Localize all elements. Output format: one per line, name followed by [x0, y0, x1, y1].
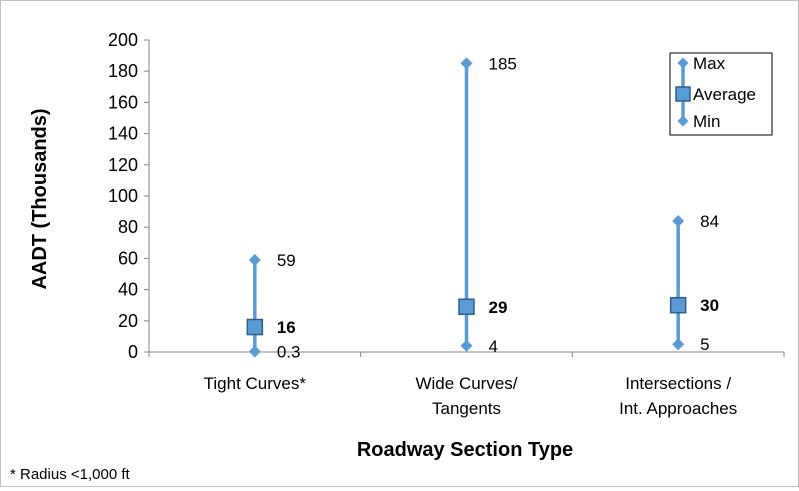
legend-entry-min: Min: [693, 112, 720, 131]
average-data-label: 16: [277, 318, 296, 337]
min-data-label: 0.3: [277, 343, 301, 362]
y-tick-label: 200: [108, 30, 138, 50]
x-axis-title: Roadway Section Type: [357, 439, 573, 461]
average-point: [246, 318, 264, 336]
y-tick-label: 120: [108, 155, 138, 175]
legend: Max Average Min: [669, 52, 773, 136]
average-data-label: 29: [489, 298, 508, 317]
max-point: [460, 57, 473, 70]
y-tick-label: 20: [118, 311, 138, 331]
average-data-label: 30: [700, 296, 719, 315]
y-tick-label: 160: [108, 92, 138, 112]
x-category-label: Tangents: [432, 399, 501, 418]
average-point: [458, 298, 475, 316]
footnote: * Radius <1,000 ft: [10, 466, 130, 483]
x-category-label: Wide Curves/: [415, 374, 517, 393]
y-tick-label: 40: [118, 280, 138, 300]
data-marks: 59 16 0.3 185 29 4 84 30 5: [246, 54, 719, 362]
x-category-label: Tight Curves*: [204, 374, 307, 393]
y-axis-title: AADT (Thousands): [29, 108, 51, 289]
y-tick-label: 0: [128, 342, 138, 362]
min-point: [460, 339, 473, 352]
max-data-label: 59: [277, 251, 296, 270]
max-point: [248, 253, 261, 266]
y-tick-label: 180: [108, 61, 138, 81]
min-data-label: 5: [700, 335, 709, 354]
max-data-label: 185: [489, 54, 517, 73]
axes: 0 20 40 60 80 100 120 140 160 180 200 Tight Curves*…: [108, 30, 785, 418]
min-data-label: 4: [489, 337, 498, 356]
legend-entry-average: Average: [693, 85, 756, 104]
legend-max-marker: [677, 57, 689, 69]
max-point: [672, 214, 685, 227]
y-tick-label: 60: [118, 248, 138, 268]
legend-entry-max: Max: [693, 54, 726, 73]
x-category-label: Intersections /: [625, 374, 731, 393]
y-tick-label: 100: [108, 186, 138, 206]
legend-min-marker: [677, 115, 689, 127]
min-point: [248, 345, 261, 358]
y-tick-label: 140: [108, 124, 138, 144]
x-category-label: Int. Approaches: [619, 399, 737, 418]
average-point: [669, 296, 687, 314]
legend-average-marker: [675, 86, 691, 102]
max-data-label: 84: [700, 212, 719, 231]
min-point: [672, 338, 685, 351]
y-tick-label: 80: [118, 217, 138, 237]
